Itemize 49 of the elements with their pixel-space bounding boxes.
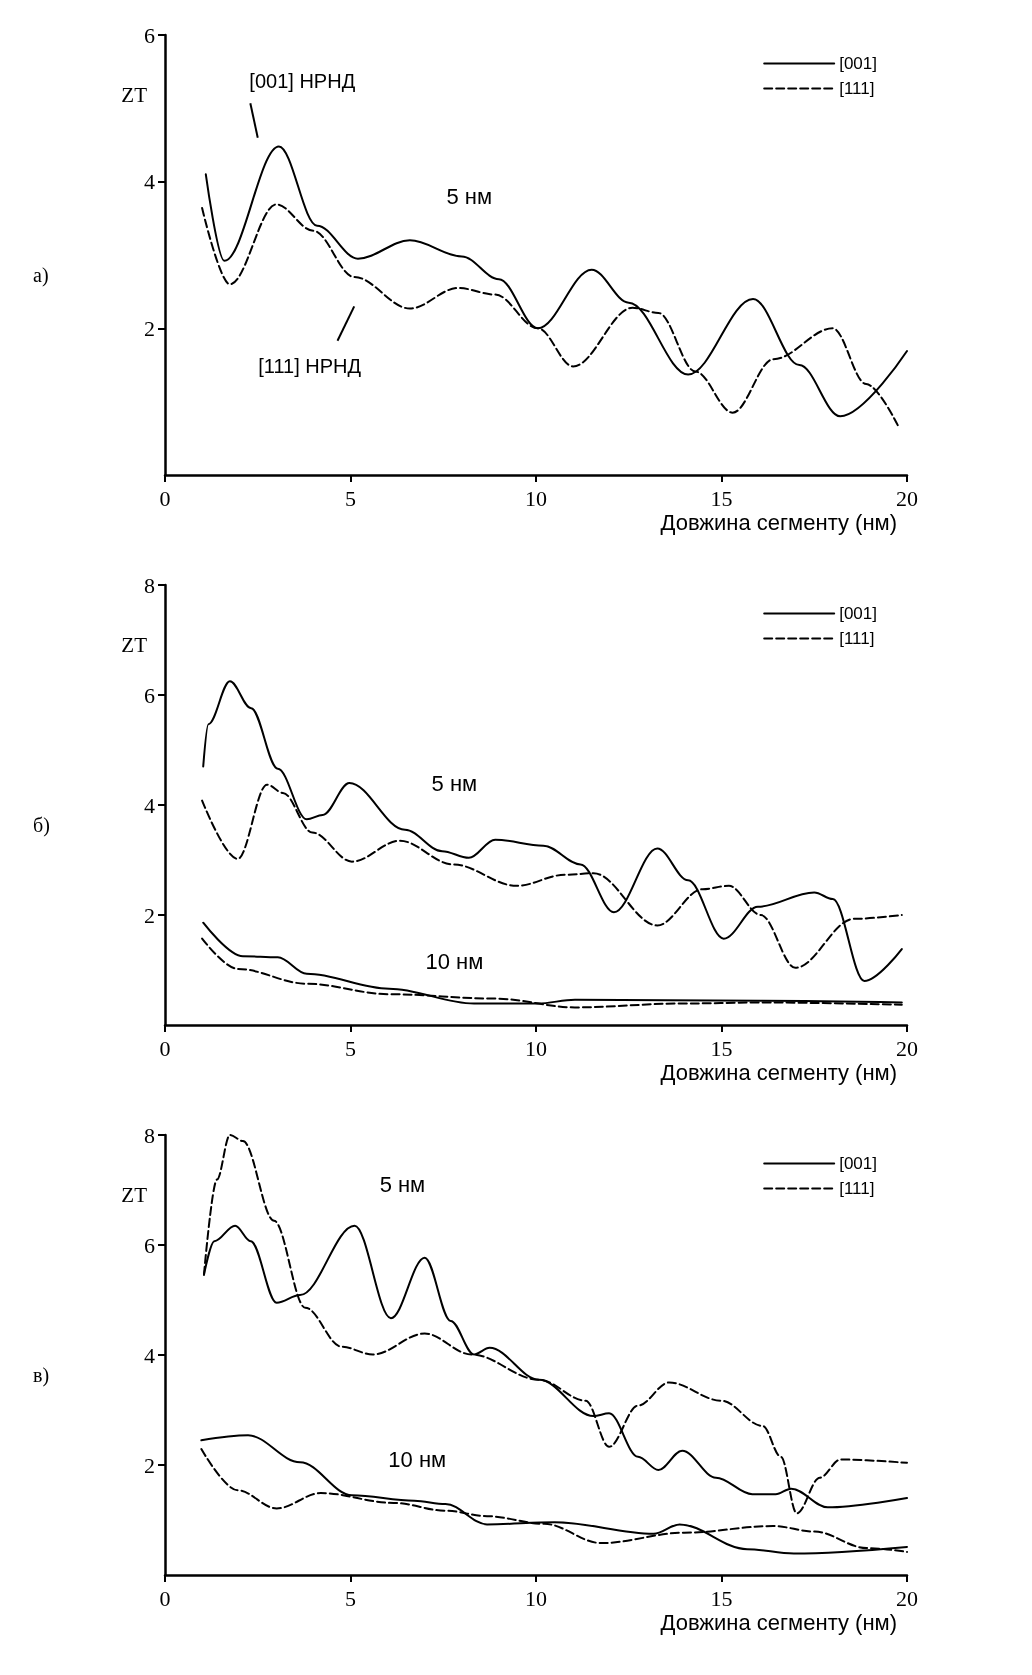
x-tick-label: 0: [159, 1585, 171, 1611]
x-axis-title: Довжина сегменту (нм): [660, 509, 897, 535]
x-axis-title: Довжина сегменту (нм): [660, 1609, 897, 1635]
legend-label: [111]: [839, 1179, 875, 1198]
text: б): [33, 814, 50, 837]
y-tick-label: 6: [144, 22, 155, 48]
x-tick-label: 5: [345, 1585, 356, 1611]
annotation: 5 нм: [446, 183, 493, 209]
annotation: 10 нм: [425, 949, 484, 975]
x-tick-label: 20: [896, 1035, 918, 1061]
x-tick-label: 10: [525, 1585, 547, 1611]
x-tick-label: 15: [710, 1035, 733, 1061]
y-tick-label: 4: [144, 169, 155, 195]
x-tick-label: 10: [525, 485, 547, 511]
line-series: [202, 680, 903, 982]
y-tick-label: 2: [144, 902, 155, 928]
y-axis-title: ZT: [121, 1182, 148, 1207]
legend-label: [111]: [839, 629, 875, 648]
x-tick-label: 15: [710, 1585, 733, 1611]
x-tick-label: 10: [525, 1035, 547, 1061]
y-tick-label: 4: [144, 792, 155, 818]
x-tick-label: 20: [896, 1585, 918, 1611]
x-tick-label: 0: [159, 1035, 171, 1061]
x-tick-label: 15: [710, 485, 733, 511]
legend-label: [001]: [839, 1154, 877, 1173]
x-axis-title: Довжина сегменту (нм): [660, 1059, 897, 1085]
legend-label: [001]: [839, 604, 877, 623]
annotation: 10 нм: [388, 1447, 447, 1472]
text: в): [33, 1364, 50, 1387]
y-tick-label: 2: [144, 315, 155, 341]
text: а): [33, 264, 49, 287]
y-tick-label: 2: [144, 1452, 155, 1478]
y-tick-label: 6: [144, 1232, 155, 1258]
y-axis-title: ZT: [121, 82, 148, 107]
x-tick-label: 5: [345, 1035, 356, 1061]
legend-label: [111]: [839, 79, 875, 98]
y-axis-title: ZT: [121, 632, 148, 657]
legend-label: [001]: [839, 54, 877, 73]
x-tick-label: 20: [896, 485, 918, 511]
y-tick-label: 8: [144, 572, 155, 598]
annotation: [111] НРНД: [258, 354, 362, 377]
y-tick-label: 4: [144, 1342, 155, 1368]
annotation: 5 нм: [379, 1172, 426, 1197]
x-tick-label: 5: [345, 485, 356, 511]
y-tick-label: 8: [144, 1122, 155, 1148]
annotation: [001] НРНД: [249, 70, 356, 93]
y-tick-label: 6: [144, 682, 155, 708]
x-tick-label: 0: [159, 485, 171, 511]
annotation: 5 нм: [431, 770, 478, 796]
